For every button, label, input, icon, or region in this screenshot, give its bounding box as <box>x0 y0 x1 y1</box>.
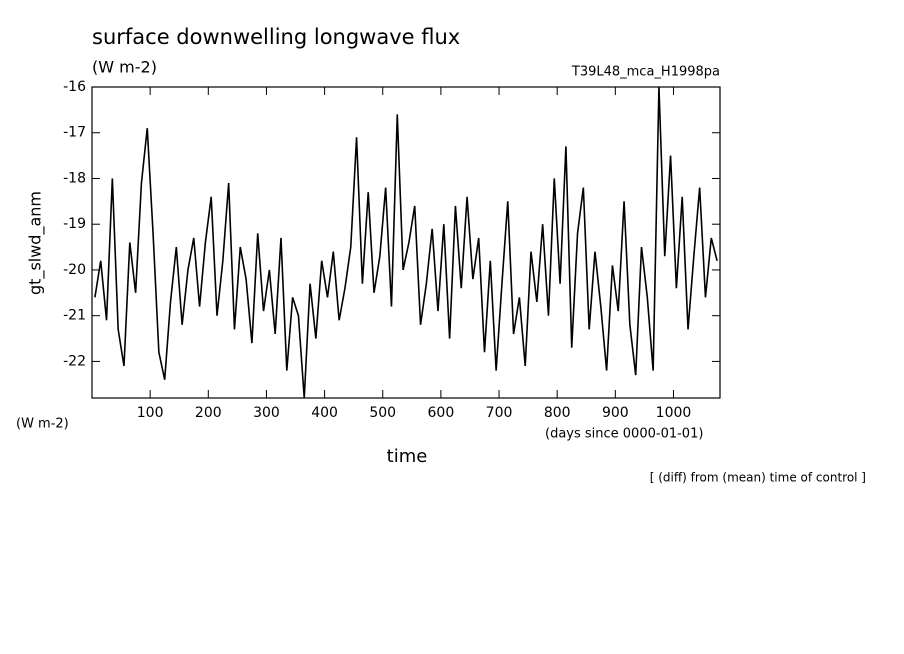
note: [ (diff) from (mean) time of control ] <box>650 471 866 485</box>
y-axis-label: gt_slwd_anm <box>26 191 46 295</box>
run-label: T39L48_mca_H1998pa <box>571 65 720 80</box>
x-tick-label: 300 <box>253 405 280 421</box>
x-units: (days since 0000-01-01) <box>545 427 703 442</box>
y-tick-label: -17 <box>63 125 86 141</box>
y-tick-label: -22 <box>63 353 86 369</box>
y-tick-label: -21 <box>63 308 86 324</box>
x-tick-label: 900 <box>602 405 629 421</box>
y-tick-label: -18 <box>63 170 86 186</box>
y-tick-label: -20 <box>63 262 86 278</box>
x-tick-label: 800 <box>544 405 571 421</box>
plot-frame <box>91 86 721 399</box>
x-tick-label: 600 <box>428 405 455 421</box>
x-tick-label: 400 <box>311 405 338 421</box>
chart-title: surface downwelling longwave flux <box>92 25 460 49</box>
data-line <box>94 86 718 399</box>
x-tick-label: 100 <box>137 405 164 421</box>
x-axis-label: time <box>387 446 428 467</box>
x-tick-label: 1000 <box>656 405 692 421</box>
y-tick-label: -19 <box>63 216 86 232</box>
x-tick-label: 500 <box>369 405 396 421</box>
subtitle: (W m-2) <box>92 58 157 77</box>
x-tick-label: 200 <box>195 405 222 421</box>
y-tick-label: -16 <box>63 79 86 95</box>
x-tick-label: 700 <box>486 405 513 421</box>
y-units: (W m-2) <box>16 417 69 432</box>
